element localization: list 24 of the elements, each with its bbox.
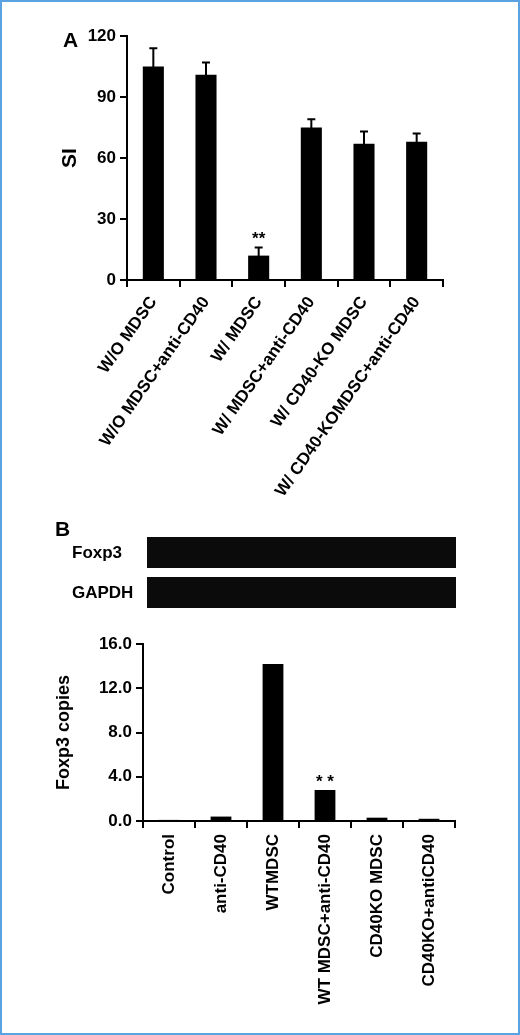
y-tick-label: 8.0 (108, 722, 132, 742)
chart-title: A (63, 28, 79, 51)
y-tick-label: 0 (106, 269, 116, 289)
y-tick-label: 0.0 (108, 810, 132, 830)
x-tick-label: CD40KO MDSC (366, 834, 386, 958)
x-tick-label: WTMDSC (262, 834, 282, 911)
y-tick-label: 12.0 (98, 677, 132, 697)
y-tick-label: 120 (87, 25, 116, 45)
x-tick-label: anti-CD40 (210, 834, 230, 914)
y-axis-title: SI (57, 148, 81, 168)
annotation: ** (252, 229, 266, 249)
x-tick-label: Control (158, 834, 178, 895)
annotation: * * (316, 772, 335, 792)
text: GAPDH (72, 583, 134, 603)
text: Foxp3 (72, 543, 123, 563)
y-tick-label: 90 (97, 86, 116, 106)
x-tick-label: WT MDSC+anti-CD40 (314, 834, 334, 1005)
x-tick-label: CD40KO+antiCD40 (418, 834, 438, 987)
y-tick-label: 16.0 (98, 633, 132, 653)
chart-title: B (55, 517, 71, 540)
y-axis-title: Foxp3 copies (52, 674, 73, 791)
y-tick-label: 60 (97, 147, 116, 167)
y-tick-label: 30 (97, 208, 116, 228)
y-tick-label: 4.0 (108, 766, 132, 786)
